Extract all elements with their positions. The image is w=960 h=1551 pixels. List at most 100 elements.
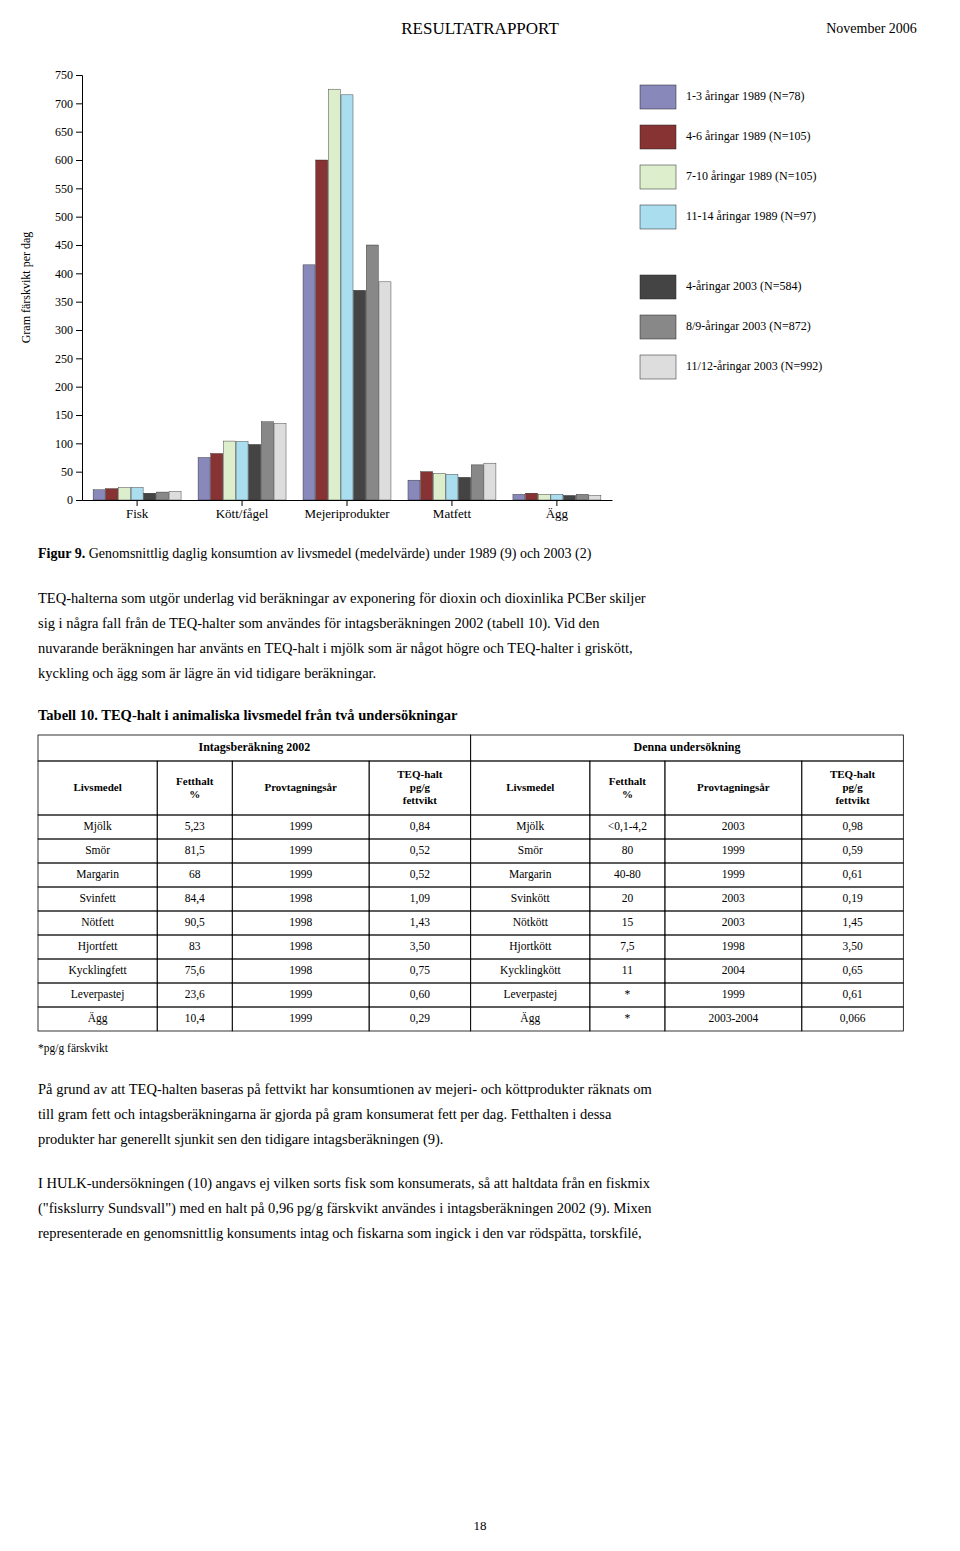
table-cell [369, 1007, 471, 1031]
tick: 450 [55, 238, 82, 252]
table-cell [590, 1007, 665, 1031]
table-cell-text: 0,19 [843, 892, 863, 905]
table-cell-text: Nötkött [513, 916, 549, 928]
table-column-header: Livsmedel [73, 781, 121, 793]
tick-label: 50 [61, 465, 73, 479]
table-cell-text: 2003-2004 [708, 1012, 758, 1024]
tick: 150 [55, 408, 82, 422]
table-cell [590, 761, 665, 815]
tick-mark [137, 500, 138, 506]
tick-mark [76, 443, 82, 444]
table-cell [232, 983, 369, 1007]
tick-mark [76, 245, 82, 246]
table-cell [802, 761, 904, 815]
table-cell-text: Leverpastej [71, 988, 125, 1001]
tick: 250 [55, 352, 82, 366]
bar [421, 472, 433, 500]
table-cell-text: 0,60 [410, 988, 430, 1001]
table-cell-text: 23,6 [185, 988, 205, 1001]
legend-item: 11-14 åringar 1989 (N=97) [640, 205, 816, 229]
body-line: produkter har generellt sjunkit sen den … [38, 1131, 443, 1148]
bar [249, 444, 261, 500]
table-cell-text: 2004 [722, 964, 745, 976]
table-cell [665, 887, 802, 911]
table-cell [157, 911, 232, 935]
table-cell-text: Smör [518, 844, 543, 856]
bar [484, 463, 496, 500]
tick-mark [76, 415, 82, 416]
bar-series [144, 290, 576, 500]
table-cell [802, 959, 904, 983]
table-cell [369, 815, 471, 839]
table-cell-text: 3,50 [843, 940, 863, 953]
table-cell [802, 983, 904, 1007]
table-cell [157, 983, 232, 1007]
table-cell [232, 911, 369, 935]
table-cell-text: Nötfett [81, 916, 114, 928]
body-text: På grund av att TEQ-halten baseras på fe… [38, 1081, 653, 1148]
table-cell-text: 40-80 [614, 868, 641, 880]
table-cell [665, 839, 802, 863]
table-cell-text: 1998 [289, 916, 312, 928]
table-cell-text: Svinfett [79, 892, 116, 904]
table-text-line: Fetthalt [176, 774, 214, 786]
tick-mark [76, 387, 82, 388]
x-axis: FiskKött/fågelMejeriprodukterMatfettÄgg [83, 500, 613, 521]
tick-label: 150 [55, 408, 73, 422]
tick-label: 250 [55, 352, 73, 366]
tick-label: 200 [55, 380, 73, 394]
tick-label: 450 [55, 238, 73, 252]
table-cell [232, 863, 369, 887]
table-cell-text: Mjölk [516, 820, 544, 833]
bar [471, 465, 483, 500]
header-title: RESULTATRAPPORT [401, 19, 559, 38]
table-cell-text: 1998 [289, 964, 312, 976]
table-cell [38, 815, 157, 839]
tick-label: 300 [55, 323, 73, 337]
bar [261, 422, 273, 500]
bar-series [118, 89, 550, 500]
tick-label: Ägg [546, 506, 569, 521]
table-text-line: TEQ-halt [397, 768, 443, 780]
table-cell [802, 911, 904, 935]
tick-label: 550 [55, 182, 73, 196]
table-cell-text: * [625, 1012, 631, 1024]
tick-label: Fisk [126, 506, 149, 521]
table-cell-text: 0,61 [843, 988, 863, 1001]
legend-label: 11/12-åringar 2003 (N=992) [686, 359, 822, 373]
bars [93, 89, 601, 500]
body-text: I HULK-undersökningen (10) angavs ej vil… [38, 1175, 652, 1241]
tick: 200 [55, 380, 82, 394]
tick: Mejeriprodukter [304, 500, 390, 521]
table-cell [802, 935, 904, 959]
bar [106, 489, 118, 500]
bar-series [106, 160, 538, 500]
tick-label: 400 [55, 267, 73, 281]
bar [131, 488, 143, 500]
legend-item: 4-6 åringar 1989 (N=105) [640, 125, 810, 149]
table-cell [590, 911, 665, 935]
table-cell-text: 90,5 [185, 916, 205, 929]
table-cell-text: 5,23 [185, 820, 205, 833]
tick-mark [76, 472, 82, 473]
table-cell-text: 1998 [289, 940, 312, 952]
tick-label: 650 [55, 125, 73, 139]
header-date: November 2006 [826, 21, 917, 36]
table-cell-text: 1999 [722, 868, 745, 880]
table-cell [665, 983, 802, 1007]
tick-mark [556, 500, 557, 506]
tick-mark [242, 500, 243, 506]
table-cell [157, 815, 232, 839]
table-cell-text: Leverpastej [503, 988, 557, 1001]
table-cell [369, 935, 471, 959]
page: RESULTATRAPPORTNovember 2006050100150200… [0, 0, 960, 1551]
table-cell-text: 68 [189, 868, 201, 880]
tick: 100 [55, 437, 82, 451]
table-cell-text: Smör [85, 844, 110, 856]
table-cell-text: 1999 [289, 868, 312, 880]
table-cell-text: Svinkött [511, 892, 551, 904]
table-text-line: % [622, 787, 633, 799]
table-cell [38, 887, 157, 911]
table-cell [802, 815, 904, 839]
table-cell [665, 863, 802, 887]
